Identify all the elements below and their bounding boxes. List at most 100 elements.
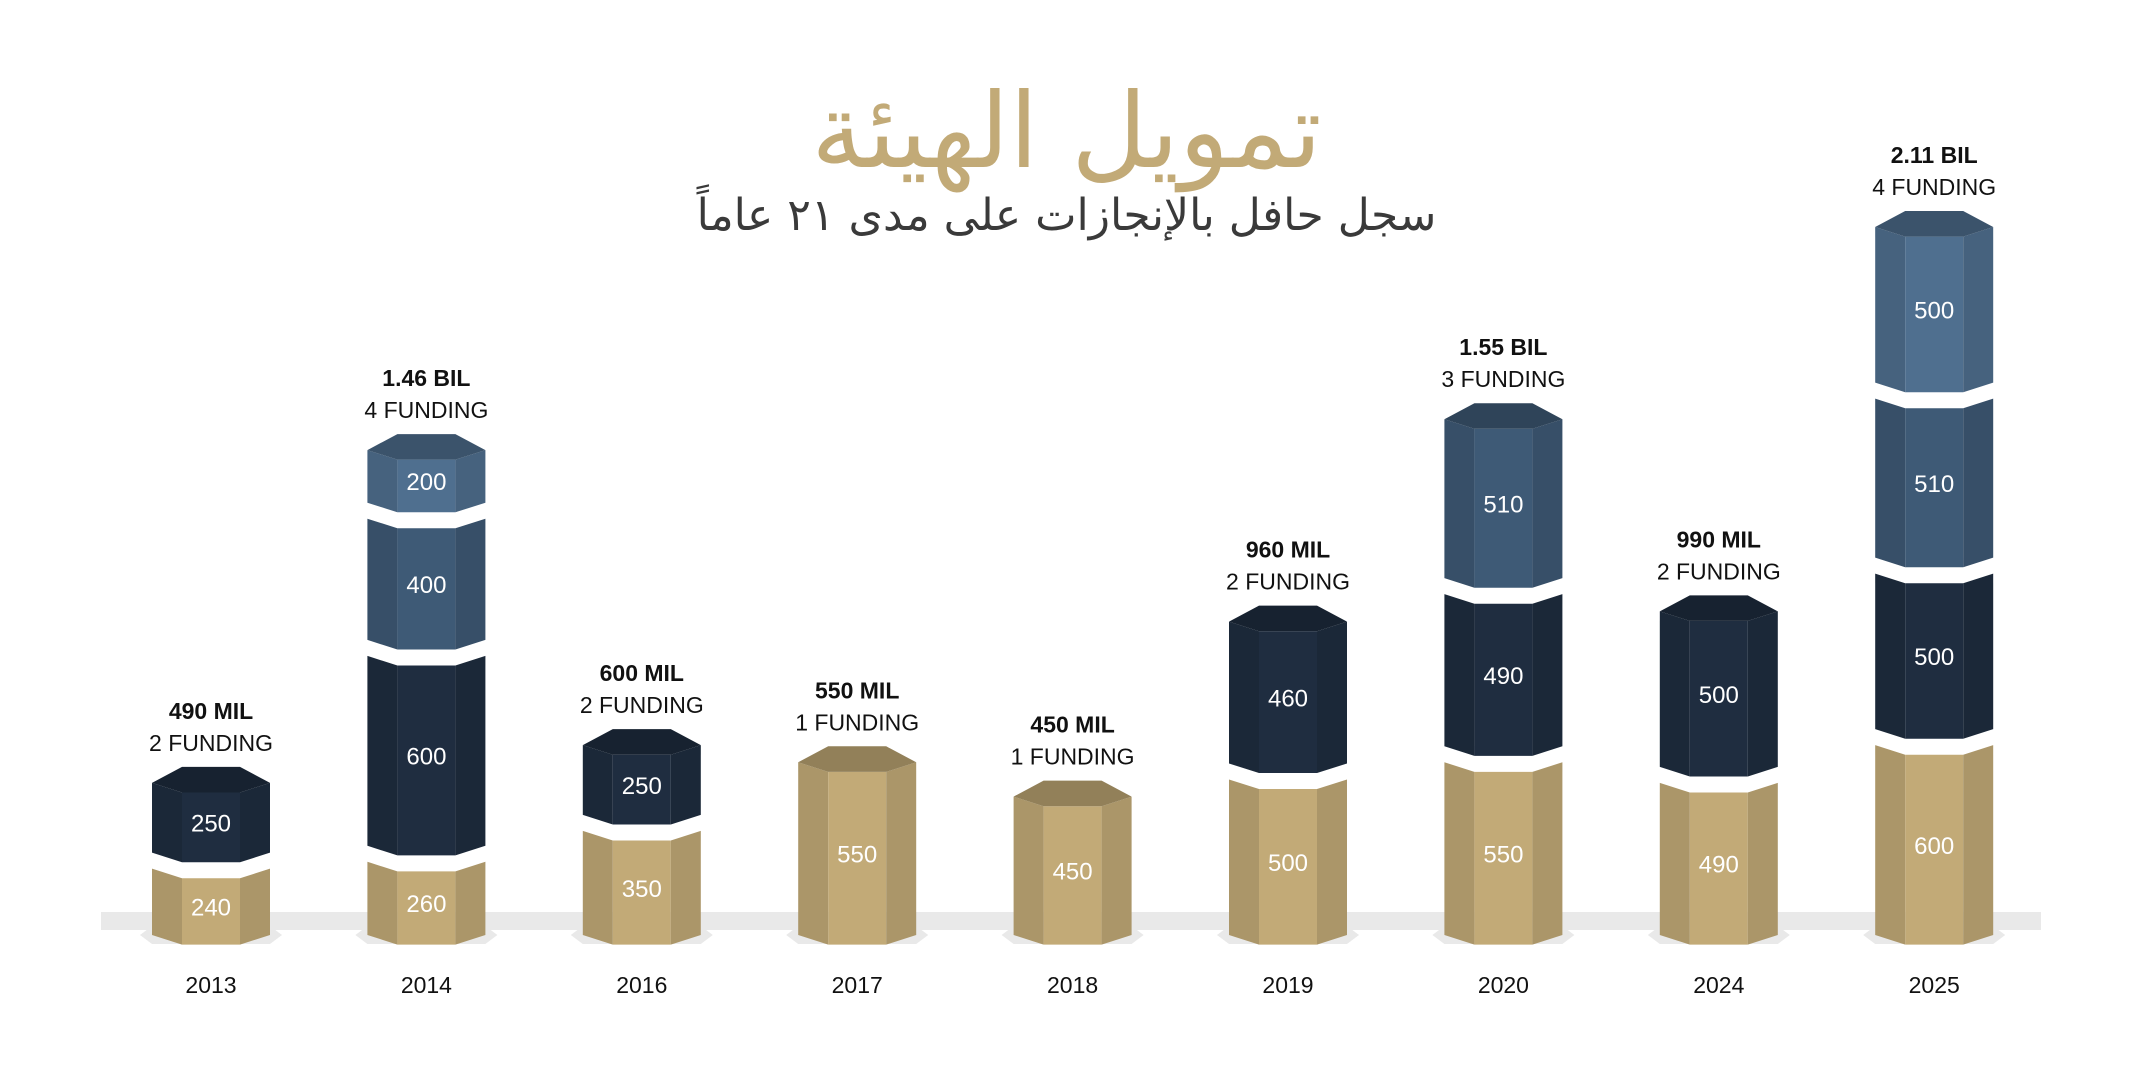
x-tick-label: 2017	[832, 972, 883, 998]
segment-left-face	[1444, 762, 1475, 945]
segment-value-label: 250	[191, 811, 231, 838]
bar-funding-label: 2 FUNDING	[580, 692, 704, 718]
segment-value-label: 260	[406, 891, 446, 918]
segment-left-face	[152, 782, 182, 863]
bar-segment: 500	[1659, 611, 1778, 777]
segment-value-label: 460	[1268, 685, 1308, 712]
segment-right-face	[1532, 762, 1563, 945]
bar-total-label: 960 MIL	[1246, 537, 1330, 563]
segment-right-face	[1532, 594, 1563, 756]
bar-segment: 450	[1013, 796, 1132, 945]
segment-value-label: 500	[1914, 644, 1954, 671]
bar-cap	[582, 729, 701, 755]
segment-front-face	[1689, 620, 1748, 777]
segment-front-face	[1474, 603, 1533, 756]
bar-segment: 350	[582, 830, 701, 945]
bar-segment: 250	[582, 745, 701, 825]
segment-value-label: 240	[191, 895, 231, 922]
x-tick-label: 2014	[401, 972, 452, 998]
x-tick-label: 2013	[185, 972, 236, 998]
bar-2020: 550 490 510 1.55 BIL 3 FUNDING 2020	[1432, 334, 1575, 998]
bar-segment: 500	[1229, 779, 1347, 945]
bar-funding-label: 4 FUNDING	[364, 397, 488, 423]
segment-value-label: 600	[1914, 833, 1954, 860]
segment-value-label: 350	[622, 876, 662, 903]
segment-front-face	[397, 459, 456, 513]
segment-value-label: 600	[406, 744, 446, 771]
segment-right-face	[886, 762, 917, 945]
bar-2018: 450 450 MIL 1 FUNDING 2018	[1001, 712, 1144, 998]
bar-2025: 600 500 510 500 2.11 BIL 4 FUNDING 2025	[1863, 142, 2006, 998]
bar-funding-label: 2 FUNDING	[1226, 569, 1350, 595]
segment-left-face	[582, 830, 613, 945]
segment-front-face	[1905, 408, 1964, 568]
segment-right-face	[1317, 621, 1347, 774]
segment-left-face	[582, 745, 613, 825]
segment-left-face	[1444, 594, 1475, 756]
x-tick-label: 2020	[1478, 972, 1529, 998]
segment-right-face	[1532, 419, 1563, 588]
bar-segment: 490	[1444, 594, 1563, 756]
segment-value-label: 500	[1699, 682, 1739, 709]
segment-left-face	[1444, 419, 1475, 588]
x-tick-label: 2025	[1909, 972, 1960, 998]
segment-value-label: 450	[1053, 859, 1093, 886]
bar-total-label: 1.46 BIL	[382, 365, 470, 391]
segment-value-label: 550	[1483, 841, 1523, 868]
bar-segment: 490	[1659, 782, 1778, 945]
bar-2016: 350 250 600 MIL 2 FUNDING 2016	[570, 660, 713, 998]
segment-left-face	[1659, 611, 1690, 777]
bar-segment: 510	[1444, 419, 1563, 588]
segment-value-label: 500	[1914, 298, 1954, 325]
bar-funding-label: 1 FUNDING	[1011, 744, 1135, 770]
segment-front-face	[1689, 792, 1748, 945]
x-tick-label: 2024	[1693, 972, 1744, 998]
bar-segment: 240	[152, 868, 270, 945]
segment-front-face	[1905, 583, 1964, 739]
bar-segment: 200	[367, 450, 486, 513]
segment-value-label: 490	[1483, 663, 1523, 690]
bar-2014: 260 600 400 200 1.46 BIL 4 FUNDING 2014	[355, 365, 498, 998]
segment-value-label: 500	[1268, 850, 1308, 877]
bar-funding-label: 3 FUNDING	[1441, 366, 1565, 392]
segment-value-label: 550	[837, 841, 877, 868]
x-tick-label: 2018	[1047, 972, 1098, 998]
segment-value-label: 490	[1699, 852, 1739, 879]
segment-right-face	[455, 518, 486, 650]
bar-total-label: 990 MIL	[1677, 526, 1761, 552]
segment-right-face	[670, 830, 701, 945]
segment-left-face	[1659, 782, 1690, 945]
segment-left-face	[1013, 796, 1044, 945]
segment-right-face	[455, 450, 486, 513]
bar-2017: 550 550 MIL 1 FUNDING 2017	[786, 677, 929, 998]
segment-front-face	[1043, 806, 1102, 945]
segment-front-face	[1474, 771, 1533, 945]
bar-cap	[1875, 211, 1994, 237]
segment-value-label: 510	[1914, 471, 1954, 498]
bar-total-label: 600 MIL	[600, 660, 684, 686]
segment-front-face	[397, 871, 456, 945]
segment-left-face	[1875, 745, 1906, 945]
segment-front-face	[1259, 631, 1317, 774]
bar-2013: 240 250 490 MIL 2 FUNDING 2013	[140, 698, 282, 998]
bar-total-label: 490 MIL	[169, 698, 253, 724]
bar-segment: 600	[1875, 745, 1994, 945]
x-tick-label: 2016	[616, 972, 667, 998]
bar-funding-label: 2 FUNDING	[1657, 558, 1781, 584]
segment-value-label: 250	[622, 773, 662, 800]
segment-right-face	[1963, 398, 1994, 568]
segment-right-face	[670, 745, 701, 825]
bar-total-label: 1.55 BIL	[1459, 334, 1547, 360]
segment-left-face	[367, 655, 398, 856]
bar-cap	[152, 766, 270, 793]
segment-front-face	[182, 792, 240, 863]
segment-right-face	[240, 782, 270, 863]
segment-right-face	[1963, 573, 1994, 739]
segment-right-face	[455, 861, 486, 945]
segment-right-face	[455, 655, 486, 856]
segment-front-face	[397, 528, 456, 650]
segment-value-label: 200	[406, 469, 446, 496]
segment-front-face	[1474, 428, 1533, 588]
